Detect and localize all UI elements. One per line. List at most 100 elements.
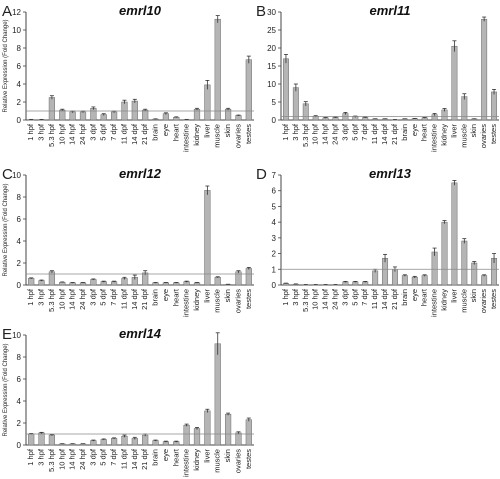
category-label: 11 dpf: [119, 288, 128, 309]
category-label: liver: [449, 289, 458, 303]
category-label: ovaries: [479, 289, 488, 313]
category-label: 24 hpf: [78, 123, 87, 145]
bar: [69, 111, 76, 121]
category-label: muscle: [213, 124, 222, 148]
category-label: heart: [171, 123, 180, 141]
bar: [245, 268, 252, 286]
category-label: 3 dpf: [88, 448, 97, 466]
category-label: 10 hpf: [57, 448, 66, 470]
y-tick-label: 8: [17, 193, 22, 202]
category-label: 14 dpf: [130, 123, 139, 145]
bar: [142, 434, 149, 446]
category-label: muscle: [459, 289, 468, 313]
category-label: kidney: [440, 124, 449, 146]
y-tick-label: 10: [12, 26, 21, 35]
category-label: 1 hpf: [26, 448, 35, 466]
bar: [491, 91, 498, 121]
category-label: liver: [202, 289, 211, 303]
category-label: intestine: [430, 289, 439, 317]
y-tick-label: 1: [272, 265, 277, 274]
bar: [28, 278, 35, 286]
bar: [142, 109, 149, 121]
bar: [110, 438, 118, 446]
y-tick-label: 6: [17, 62, 22, 71]
category-label: eye: [161, 289, 170, 301]
category-label: brain: [151, 289, 160, 306]
y-tick-label: 5: [272, 202, 277, 211]
category-label: 1 hpf: [281, 123, 290, 141]
y-tick-label: 6: [272, 187, 277, 196]
bar: [481, 18, 488, 121]
category-label: 10 hpf: [57, 288, 66, 310]
y-tick-label: 0: [17, 281, 22, 290]
bar: [235, 432, 242, 446]
bar: [245, 419, 252, 446]
category-label: eye: [410, 124, 419, 136]
bar: [204, 410, 211, 446]
category-label: 10 hpf: [311, 123, 320, 145]
category-label: 11 dpf: [370, 123, 379, 144]
category-label: 3 hpf: [37, 288, 46, 306]
bar: [224, 413, 232, 446]
chart-title: emrl11: [370, 3, 411, 18]
category-label: ovaries: [233, 289, 242, 313]
category-label: 5 dpf: [350, 123, 359, 141]
category-label: 3 dpf: [88, 123, 97, 141]
y-tick-label: 30: [267, 8, 276, 17]
category-label: 24 hpf: [78, 288, 87, 310]
category-label: testes: [244, 124, 253, 144]
y-tick-label: 2: [272, 250, 277, 259]
panel-letter: B: [256, 3, 266, 20]
bar: [235, 115, 242, 121]
category-label: muscle: [213, 449, 222, 473]
category-label: 24 hpf: [78, 448, 87, 470]
category-label: 14 dpf: [130, 288, 139, 310]
panel-letter: E: [2, 326, 12, 343]
bar: [90, 279, 97, 286]
category-label: 5.3 hpf: [47, 448, 56, 472]
category-label: 3 dpf: [340, 123, 349, 141]
category-label: skin: [223, 124, 232, 137]
category-label: 1 hpf: [26, 288, 35, 306]
category-label: 3 hpf: [37, 123, 46, 141]
bar: [421, 275, 428, 286]
y-tick-label: 8: [17, 353, 22, 362]
y-tick-label: 25: [267, 26, 276, 35]
category-label: intestine: [182, 449, 191, 477]
chart-title: emrl10: [119, 3, 162, 18]
category-label: testes: [244, 449, 253, 469]
category-label: kidney: [192, 124, 201, 146]
category-label: ovaries: [233, 124, 242, 148]
category-label: liver: [202, 124, 211, 138]
category-label: kidney: [192, 289, 201, 311]
category-label: 14 dpf: [380, 288, 389, 310]
y-tick-label: 10: [267, 80, 276, 89]
bar: [282, 58, 289, 121]
y-tick-label: 5: [272, 98, 277, 107]
y-tick-label: 4: [17, 397, 22, 406]
category-label: 21 dpf: [140, 288, 149, 310]
y-axis-label: Relative Expression (Fold Change): [3, 19, 9, 112]
panel-letter: D: [256, 166, 267, 183]
bar: [59, 109, 66, 121]
category-label: skin: [469, 124, 478, 137]
panel-letter: C: [2, 166, 13, 183]
bar: [451, 45, 458, 121]
y-tick-label: 20: [267, 44, 276, 53]
bar: [431, 251, 438, 286]
y-tick-label: 6: [17, 215, 22, 224]
category-label: kidney: [192, 449, 201, 471]
bar: [461, 240, 468, 286]
y-tick-label: 0: [17, 116, 22, 125]
category-label: 5 dpf: [99, 123, 108, 141]
category-label: brain: [151, 449, 160, 466]
bar: [38, 280, 45, 286]
category-label: 14 hpf: [321, 123, 330, 145]
category-label: skin: [469, 289, 478, 302]
category-label: kidney: [440, 289, 449, 311]
category-label: intestine: [182, 289, 191, 317]
bar: [28, 433, 35, 446]
category-label: 7 dpf: [109, 288, 118, 306]
